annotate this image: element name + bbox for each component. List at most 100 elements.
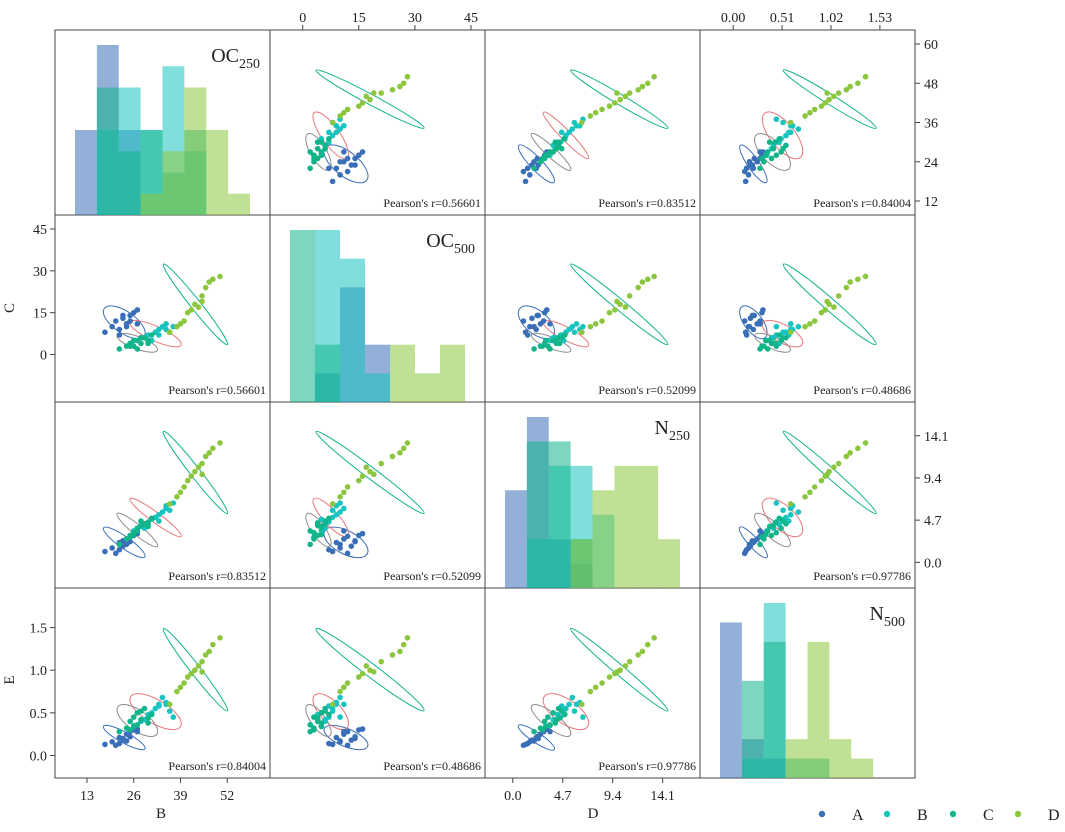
point-D-12-N500-vs-N250 [651, 635, 657, 641]
point-A-2-N500-vs-N250 [520, 742, 527, 749]
point-C-13-OC500-vs-OC250 [145, 340, 151, 347]
hist-bar-OC250-D-5 [184, 87, 207, 215]
point-D-4-OC250-vs-OC500 [356, 103, 362, 109]
point-A-9-OC500-vs-OC250 [134, 307, 141, 313]
hist-bar-N500-D-3 [785, 739, 808, 778]
point-D-10-N500-vs-OC250 [206, 648, 213, 655]
point-A-0-OC250-vs-N500 [742, 178, 749, 185]
point-B-8-N500-vs-OC500 [329, 708, 336, 714]
point-C-9-OC500-vs-OC250 [134, 346, 141, 352]
point-A-4-OC500-vs-N250 [529, 315, 535, 322]
point-B-4-N500-vs-N250 [563, 705, 569, 712]
point-D-2-OC250-vs-N500 [807, 109, 813, 116]
point-C-13-N500-vs-N250 [556, 715, 563, 721]
point-C-9-OC250-vs-N250 [547, 149, 553, 155]
point-C-9-OC500-vs-N500 [764, 346, 771, 352]
point-B-6-N250-vs-OC250 [159, 509, 166, 515]
point-C-3-N500-vs-OC250 [130, 714, 137, 720]
point-A-3-N500-vs-OC500 [333, 734, 340, 741]
point-B-7-N250-vs-OC500 [341, 505, 347, 512]
point-D-7-N500-vs-N250 [622, 663, 629, 669]
point-C-7-N500-vs-N250 [552, 720, 559, 726]
point-D-12-OC250-vs-OC500 [404, 73, 411, 80]
point-C-12-N250-vs-OC500 [318, 531, 325, 538]
axis-top-OC500-label-2: 30 [408, 11, 422, 26]
point-D-11-N250-vs-OC250 [210, 445, 216, 452]
point-D-3-N500-vs-N250 [599, 680, 605, 686]
axis-top-OC500-label-1: 15 [352, 11, 366, 26]
hist-bar-N500-A-0 [720, 622, 742, 778]
axis-left-E-label-2: 1.0 [30, 664, 48, 679]
hist-bar-OC250-D-6 [206, 130, 229, 215]
point-C-8-OC250-vs-N250 [562, 136, 568, 142]
point-A-13-OC500-vs-N250 [547, 321, 553, 327]
point-D-3-N250-vs-OC500 [344, 484, 351, 490]
point-A-11-OC250-vs-N250 [524, 165, 531, 172]
point-A-13-OC250-vs-OC500 [341, 149, 347, 155]
point-B-8-N250-vs-N500 [780, 507, 786, 514]
point-D-8-N500-vs-N250 [626, 658, 633, 665]
panel-frame-OC500-N500 [699, 214, 916, 403]
point-C-11-N250-vs-N500 [780, 518, 786, 524]
point-B-7-OC500-vs-N250 [573, 321, 580, 327]
point-D-6-OC250-vs-N500 [826, 96, 832, 103]
hist-bar-OC250-D-4 [162, 151, 185, 215]
point-D-5-N500-vs-OC250 [188, 670, 195, 677]
point-C-10-OC500-vs-N250 [539, 343, 546, 349]
point-D-9-N500-vs-OC250 [202, 652, 209, 658]
point-A-3-OC500-vs-N500 [750, 326, 757, 333]
axis-right-OC250-label-4: 60 [924, 38, 938, 53]
point-A-1-OC250-vs-OC500 [337, 172, 343, 178]
hist-bar-OC250-A-0 [75, 130, 97, 215]
axis-left-E-label-0: 0.0 [30, 749, 48, 764]
point-A-3-OC250-vs-OC500 [333, 165, 340, 172]
point-D-7-OC500-vs-OC250 [195, 304, 202, 310]
point-D-4-OC500-vs-N250 [606, 309, 613, 316]
pearson-label-OC500-vs-OC250: Pearson's r=0.56601 [168, 383, 266, 397]
y-axis-title-E: E [2, 675, 18, 684]
point-C-2-N500-vs-N250 [541, 718, 548, 725]
point-D-11-OC250-vs-N500 [855, 80, 861, 87]
point-A-10-N250-vs-OC250 [123, 541, 130, 548]
pearson-label-N500-vs-N250: Pearson's r=0.97786 [598, 759, 696, 773]
point-B-4-OC250-vs-OC500 [329, 132, 336, 139]
point-A-2-OC500-vs-N250 [520, 318, 527, 324]
point-D-3-OC500-vs-OC250 [181, 318, 187, 324]
diagonal-title-base: N [870, 603, 884, 625]
axis-top-OC500-label-3: 45 [464, 11, 478, 26]
point-D-9-OC500-vs-N250 [635, 284, 641, 291]
hist-bar-OC250-C-1 [96, 87, 119, 215]
panel-frame-N500-OC250 [54, 587, 271, 779]
point-C-7-OC250-vs-N500 [766, 139, 773, 145]
pearson-label-N500-vs-OC250: Pearson's r=0.84004 [168, 759, 266, 773]
axis-bottom-B-label-3: 52 [220, 789, 234, 804]
point-B-11-OC250-vs-N250 [558, 129, 565, 136]
point-B-13-N500-vs-OC250 [170, 714, 177, 720]
point-A-12-N500-vs-OC250 [120, 735, 126, 742]
point-D-13-N500-vs-OC250 [199, 669, 205, 675]
point-B-6-N500-vs-N250 [569, 694, 576, 701]
point-D-6-OC250-vs-N250 [617, 96, 623, 103]
point-C-8-OC500-vs-OC250 [148, 332, 155, 338]
point-C-0-N250-vs-N500 [757, 541, 763, 548]
point-C-11-OC250-vs-N500 [780, 145, 786, 152]
panel-frame-N250-N500 [699, 401, 916, 589]
point-D-10-N250-vs-OC500 [397, 450, 403, 456]
point-A-11-OC500-vs-N250 [524, 332, 531, 338]
point-B-8-N500-vs-N250 [571, 708, 578, 714]
point-D-12-N500-vs-OC500 [404, 635, 411, 641]
point-D-12-N250-vs-OC500 [404, 440, 411, 446]
point-D-2-N500-vs-OC500 [341, 684, 347, 691]
point-B-11-OC250-vs-N500 [786, 129, 792, 136]
point-C-11-N500-vs-N250 [558, 708, 565, 714]
point-C-12-N500-vs-OC250 [130, 723, 137, 730]
point-A-13-OC250-vs-N500 [757, 149, 763, 155]
point-A-9-N250-vs-OC500 [359, 530, 366, 537]
point-A-0-OC250-vs-N250 [522, 178, 529, 185]
point-D-11-OC500-vs-N500 [855, 276, 861, 283]
point-B-13-N250-vs-OC500 [337, 500, 343, 506]
axis-top-N500-label-2: 1.02 [819, 11, 844, 26]
point-D-10-N500-vs-OC500 [397, 648, 403, 655]
axes: 13 26 39 52 0.0 4.7 9.4 14.10 15 30 45 0.00 0.51 1.02… [30, 11, 949, 804]
point-D-13-OC250-vs-N500 [824, 90, 830, 96]
